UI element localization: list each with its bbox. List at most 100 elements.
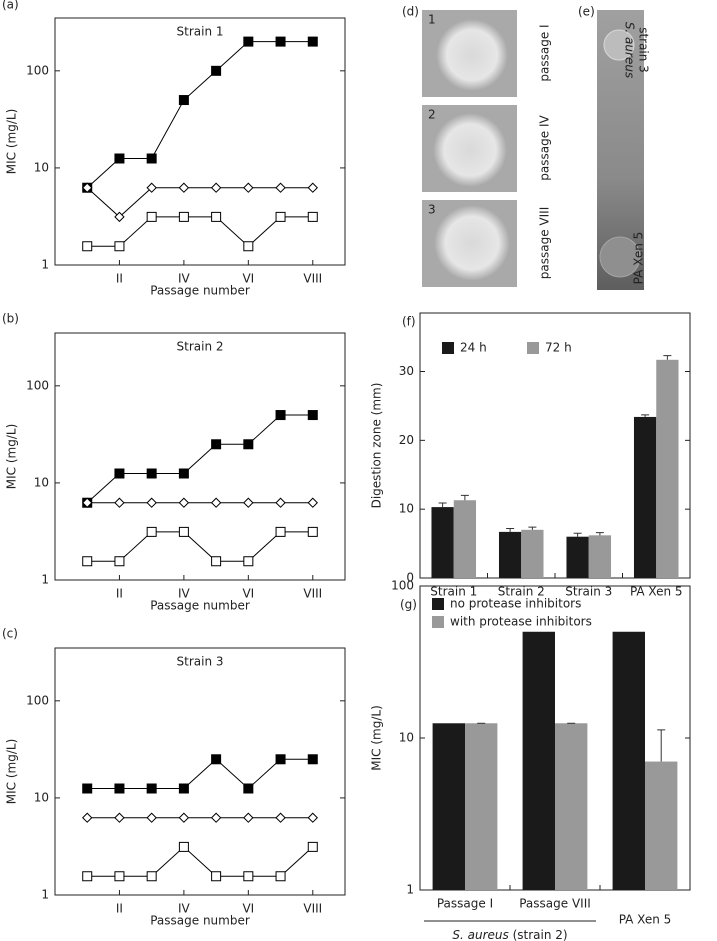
marker (275, 36, 286, 47)
series-line (87, 216, 313, 247)
panel-label: (c) (2, 627, 18, 641)
x-tick-label: VIII (303, 587, 322, 601)
photo-number: 2 (428, 108, 436, 122)
x-tick-label: II (116, 587, 123, 601)
y-axis-label: MIC (mg/L) (5, 739, 19, 804)
marker (114, 211, 125, 223)
marker (275, 211, 286, 222)
series-line (86, 41, 313, 189)
marker (211, 556, 222, 567)
marker (146, 497, 157, 508)
marker (307, 497, 318, 508)
marker (275, 526, 286, 537)
colony (603, 29, 635, 61)
y-tick-label: 1 (41, 258, 49, 272)
y-tick-label: 30 (399, 364, 414, 378)
error-bar (506, 527, 515, 532)
marker (243, 182, 254, 193)
marker (82, 812, 93, 823)
panel-label: (f) (402, 315, 416, 329)
marker (82, 497, 93, 508)
marker (178, 95, 189, 106)
marker (275, 497, 286, 508)
group-label-italic: S. aureus (452, 928, 508, 941)
marker (114, 812, 125, 823)
x-tick-label: PA Xen 5 (619, 913, 672, 927)
marker (211, 871, 222, 882)
marker (178, 497, 190, 508)
photo-caption: strain 3 (637, 27, 651, 73)
marker (243, 497, 254, 508)
x-axis-label: Passage number (150, 914, 250, 928)
marker (211, 754, 222, 765)
marker (275, 182, 286, 193)
series-line (87, 531, 313, 562)
bar (612, 631, 645, 890)
error-bar (460, 494, 469, 501)
error-bar (657, 729, 666, 762)
photo-panels: (d) 1 2 3 passage I passage IV passage V… (402, 5, 651, 290)
y-axis-label: MIC (mg/L) (5, 424, 19, 489)
marker (146, 153, 157, 164)
x-tick-label: IV (178, 902, 191, 916)
x-axis-label: Passage number (150, 599, 250, 613)
panel-label: (g) (400, 598, 417, 612)
marker (243, 812, 254, 823)
marker (210, 182, 222, 193)
marker (82, 556, 93, 567)
bar (633, 416, 657, 578)
y-axis-label: MIC (mg/L) (370, 705, 384, 770)
legend-label: no protease inhibitors (450, 597, 581, 611)
x-tick-label: IV (178, 272, 191, 286)
marker (307, 182, 318, 193)
marker (114, 871, 125, 882)
bar (566, 536, 589, 578)
photo-caption: PA Xen 5 (632, 232, 646, 285)
marker (211, 211, 222, 222)
y-tick-label: 20 (399, 433, 414, 447)
legend-swatch (442, 342, 454, 354)
x-tick-label: VI (242, 272, 254, 286)
photo-caption: passage IV (538, 115, 552, 181)
y-tick-label: 100 (26, 63, 49, 77)
y-tick-label: 10 (34, 475, 49, 489)
x-tick-label: Passage I (437, 897, 493, 911)
marker (275, 871, 286, 882)
error-bar (573, 532, 582, 537)
plot-frame (54, 332, 346, 581)
error-bar (663, 355, 672, 360)
group-label-text: (strain 2) (509, 928, 568, 941)
marker (211, 65, 222, 76)
x-tick-label: IV (178, 587, 191, 601)
marker (114, 497, 125, 508)
series-line (87, 846, 314, 877)
marker (307, 211, 318, 222)
colony (599, 236, 641, 278)
series-line (86, 187, 313, 218)
marker (114, 153, 125, 164)
bar (555, 723, 588, 890)
x-tick-label: VIII (303, 902, 322, 916)
y-tick-label: 1 (41, 573, 49, 587)
x-axis-label: Passage number (150, 284, 250, 298)
y-tick-label: 10 (34, 790, 49, 804)
bar (588, 535, 612, 578)
marker (178, 211, 189, 222)
marker (146, 182, 157, 193)
y-tick-label: 1 (406, 883, 414, 897)
legend-label: 72 h (545, 341, 572, 355)
y-tick-label: 10 (399, 731, 414, 745)
marker (307, 410, 318, 421)
colony (436, 19, 508, 91)
marker (243, 36, 254, 47)
colony (434, 205, 510, 281)
marker (82, 182, 93, 193)
marker (243, 783, 254, 794)
marker (114, 241, 125, 252)
legend-label: 24 h (460, 341, 487, 355)
panel-label: (a) (2, 0, 19, 12)
y-tick-label: 1 (41, 888, 49, 902)
marker (82, 783, 93, 794)
marker (307, 841, 318, 852)
